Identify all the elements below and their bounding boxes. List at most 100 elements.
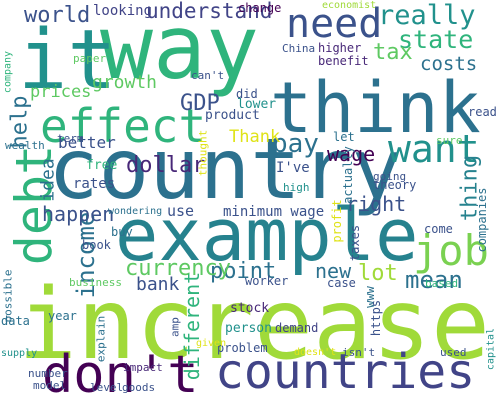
word-going: going [373,170,406,183]
word-tax: tax [373,40,413,65]
word-year: year [48,309,77,323]
word-demand: demand [275,321,318,335]
word-number: number [28,367,68,380]
word-capital: capital [486,328,497,370]
word-explain: explain [95,316,108,362]
word-better: better [58,133,116,152]
word-think: think [270,67,481,149]
word-dollar: dollar [126,153,205,178]
word-job: job [413,226,489,275]
word-thing: thing [458,155,483,221]
word-wage: wage [327,142,375,166]
word-term: term [57,132,84,145]
word-rates: rates [73,176,115,192]
word-right: right [346,192,406,216]
word-data: data [1,314,30,328]
word-actually: actually [341,146,355,204]
word-income: income [72,212,100,299]
word-www: www [363,285,377,307]
word-higher: higher [318,41,361,55]
word-bank: bank [136,274,180,295]
word-world: world [24,3,90,28]
word-help: help [8,96,33,149]
word-china: China [282,42,315,55]
word-come: come [424,222,453,236]
word-used: used [440,346,467,359]
word-free: free [86,158,117,173]
word-lot: lot [358,261,398,286]
word-level: level [90,381,123,394]
word-companies: companies [475,187,489,252]
word-increase: increase [18,268,490,382]
word-growth: growth [92,72,157,93]
word-countries: countries [215,344,475,400]
word-wondering: wondering [108,206,162,217]
word-currency: currency [125,256,231,281]
word-costs: costs [420,53,477,75]
word-amp: amp [169,317,182,337]
word-effect: effect [40,99,206,153]
word-new: new [315,259,352,283]
word-let: let [333,130,355,144]
word-given: given [196,338,226,349]
word-point: point [210,259,276,284]
word-idea: idea [38,158,59,201]
word-https: https [369,300,383,336]
word-isn-t: isn't [342,346,375,359]
word-profit: profit [330,199,344,242]
word-lower: lower [237,97,276,112]
word-example: example [115,193,418,277]
word-book: book [82,238,112,252]
word-can-t: can't [191,69,224,82]
word-based: based [425,277,458,290]
word-minimum-wage: minimum wage [223,204,324,220]
word-goods: goods [122,381,155,394]
word-gdp: GDP [180,91,220,116]
word-product: product [205,108,260,123]
word-it: it [18,13,117,108]
word-company: company [3,51,14,93]
word-stock: stock [230,301,269,316]
word-paper: paper [73,52,106,65]
word-don-t: don't [42,345,199,400]
word-read: read [468,105,497,119]
word-thought: thought [197,130,210,176]
word-wealth: wealth [5,139,45,152]
word-happen: happen [42,202,114,226]
word-benefit: benefit [318,54,369,68]
word-understand: understand [146,0,272,23]
word-model: model [33,379,66,392]
word-really: really [378,0,476,31]
word-did: did [236,87,258,101]
word-case: case [327,276,356,290]
word-business: business [69,276,122,289]
word-high: high [283,181,310,194]
word-pay: pay [272,129,319,159]
word-worker: worker [245,274,288,288]
word-theory: theory [373,178,416,192]
word-prices: prices [30,82,91,102]
word-buy: buy [111,225,133,239]
word-want: want [388,127,480,171]
word-state: state [398,25,473,54]
word-different: different [180,272,204,380]
word-taxes: taxes [348,225,362,261]
word-sure: sure [436,134,463,147]
word-way: way [100,0,259,99]
word-supply: supply [1,348,37,359]
word-possible: possible [2,270,15,323]
word-economist: economist [322,0,376,11]
word-country: country [48,120,402,218]
word-problem: problem [217,341,268,355]
word-debt: debt [5,145,63,265]
word-thank: Thank [229,127,280,147]
word-impact: impact [123,361,163,374]
word-person: person [225,321,272,336]
word-mean: mean [405,266,463,294]
word-need: need [286,1,382,47]
word-looking: looking [93,3,152,19]
word-doesn-t: doesn't [294,347,336,358]
word-change: change [238,1,281,15]
word-i-ve: I've [276,160,310,176]
